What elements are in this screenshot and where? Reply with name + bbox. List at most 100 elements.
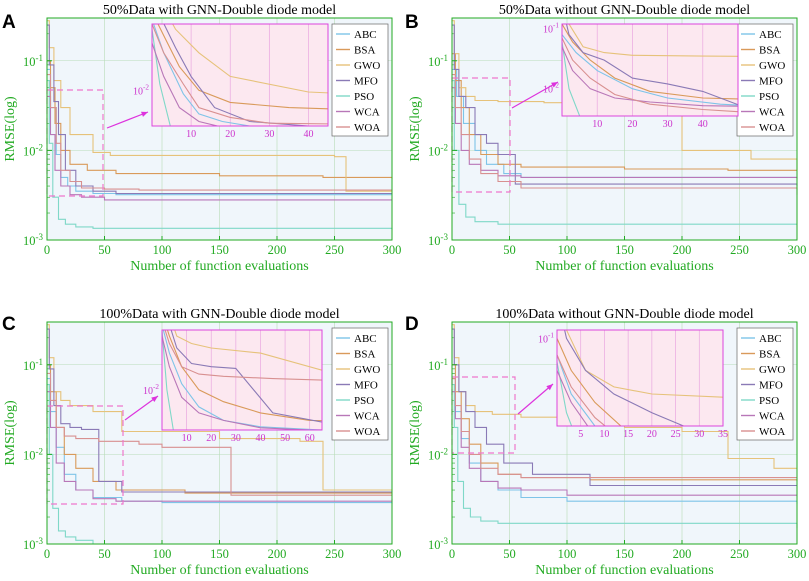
legend-entry-gwo: GWO <box>354 60 380 72</box>
inset-x-tick-label: 10 <box>186 129 196 140</box>
inset-line-gwo <box>174 330 322 371</box>
legend-entry-woa: WOA <box>759 122 785 134</box>
chart-title: 50%Data with GNN-Double diode model <box>103 3 336 18</box>
legend-entry-pso: PSO <box>759 91 779 103</box>
y-tick-label: 10-1 <box>428 357 448 373</box>
x-tick-label: 300 <box>383 547 402 561</box>
series-line-mfo <box>452 328 797 487</box>
inset-x-tick-label: 5 <box>578 429 583 440</box>
legend-entry-gwo: GWO <box>759 364 785 376</box>
inset-y-tick-label: 10-2 <box>543 82 559 96</box>
x-axis-label: Number of function evaluations <box>535 259 713 274</box>
x-tick-label: 50 <box>503 243 516 257</box>
inset-line-bsa <box>166 330 322 422</box>
x-tick-label: 50 <box>98 243 111 257</box>
chart-panel-c: C 100%Data with GNN-Double diode model 0 50… <box>2 307 402 578</box>
inset-x-tick-label: 30 <box>264 129 274 140</box>
y-tick-label: 10-2 <box>428 142 448 158</box>
chart-title: 100%Data without GNN-Double diode model <box>495 307 753 322</box>
inset-x-tick-label: 20 <box>627 119 637 130</box>
zoom-arrow-head <box>141 111 148 117</box>
inset-line-mfo <box>163 24 328 126</box>
inset-y-tick-label: 10-1 <box>543 22 559 36</box>
chart-title: 100%Data with GNN-Double diode model <box>99 307 339 322</box>
legend-entry-wca: WCA <box>759 411 785 423</box>
y-tick-label: 10-1 <box>23 357 43 373</box>
x-tick-label: 50 <box>98 547 111 561</box>
x-axis-label: Number of function evaluations <box>130 259 308 274</box>
x-tick-label: 200 <box>268 547 287 561</box>
x-axis-label: Number of function evaluations <box>535 563 713 578</box>
zoom-arrow-line <box>511 81 559 109</box>
series-line-mfo <box>47 24 392 195</box>
inset-x-tick-label: 20 <box>225 129 235 140</box>
x-tick-label: 250 <box>325 547 344 561</box>
zoom-arrow-head <box>551 82 558 88</box>
inset-line-wca <box>152 42 220 126</box>
x-tick-label: 150 <box>210 547 229 561</box>
chart-panel-b: B 50%Data without GNN-Double diode model 0… <box>405 3 806 274</box>
series-line-pso <box>452 80 797 225</box>
zoom-region-box <box>451 77 511 193</box>
inset-y-tick-label: 10-1 <box>538 331 554 345</box>
x-tick-label: 250 <box>730 243 749 257</box>
series-line-pso <box>47 80 393 230</box>
inset-x-tick-label: 10 <box>599 429 609 440</box>
inset-plot: 10 20 30 40 10-2 <box>133 23 329 140</box>
inset-y-tick-label: 10-2 <box>143 383 159 397</box>
inset-line-bsa <box>557 338 622 426</box>
zoom-arrow-line <box>124 395 159 421</box>
series-line-gwo <box>47 20 392 192</box>
legend: ABC BSA GWO MFO PSO WCA WOA <box>331 327 389 441</box>
inset-line-wca <box>557 370 589 426</box>
legend-entry-wca: WCA <box>354 107 380 119</box>
x-tick-label: 250 <box>325 243 344 257</box>
legend-entry-wca: WCA <box>759 107 785 119</box>
x-tick-label: 250 <box>730 547 749 561</box>
inset-line-bsa <box>157 24 328 110</box>
chart-panel-a: A 50%Data with GNN-Double diode model 0 50 1… <box>2 3 401 274</box>
series-line-wca <box>47 391 393 502</box>
legend: ABC BSA GWO MFO PSO WCA WOA <box>736 327 794 441</box>
y-tick-label: 10-3 <box>428 536 448 552</box>
inset-x-tick-label: 10 <box>592 119 602 130</box>
x-tick-label: 200 <box>673 547 692 561</box>
chart-title: 50%Data without GNN-Double diode model <box>499 3 750 18</box>
inset-frame <box>161 329 323 431</box>
legend: ABC BSA GWO MFO PSO WCA WOA <box>736 23 794 137</box>
series-group <box>452 20 798 225</box>
inset-background <box>562 24 738 116</box>
series-line-mfo <box>452 24 798 186</box>
series-line-bsa <box>452 53 797 171</box>
y-axis-label: RMSE(log) <box>408 96 423 162</box>
series-line-woa <box>452 74 798 195</box>
legend-entry-gwo: GWO <box>759 60 785 72</box>
series-line-woa <box>47 74 392 191</box>
x-tick-label: 100 <box>558 547 577 561</box>
inset-line-pso <box>557 361 573 426</box>
inset-line-pso <box>162 330 174 430</box>
legend-entry-abc: ABC <box>759 29 782 41</box>
y-tick-label: 10-2 <box>23 446 43 462</box>
inset-frame <box>151 23 329 127</box>
x-tick-label: 150 <box>210 243 229 257</box>
legend-entry-abc: ABC <box>354 29 377 41</box>
legend-entry-woa: WOA <box>354 426 380 438</box>
x-tick-label: 100 <box>558 243 577 257</box>
legend-entry-mfo: MFO <box>354 380 378 392</box>
series-line-woa <box>47 372 392 496</box>
legend-entry-pso: PSO <box>354 91 374 103</box>
inset-x-tick-label: 50 <box>280 433 290 444</box>
inset-line-mfo <box>565 24 738 106</box>
legend-entry-mfo: MFO <box>759 380 783 392</box>
zoom-arrow-line <box>517 383 554 415</box>
zoom-region-box <box>46 405 124 505</box>
y-tick-label: 10-2 <box>428 446 448 462</box>
legend-entry-mfo: MFO <box>759 76 783 88</box>
inset-line-abc <box>562 34 738 106</box>
inset-background <box>557 330 723 426</box>
inset-x-tick-label: 15 <box>623 429 633 440</box>
inset-line-pso <box>152 29 171 126</box>
inset-x-tick-label: 30 <box>663 119 673 130</box>
inset-plot: 10 20 30 40 50 60 10-2 <box>143 329 323 444</box>
